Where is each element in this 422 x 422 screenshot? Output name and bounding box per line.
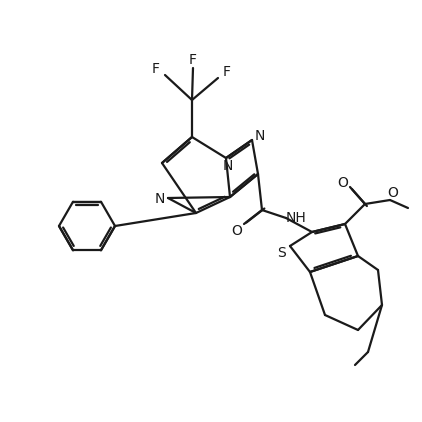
Text: N: N	[223, 159, 233, 173]
Text: O: O	[338, 176, 349, 190]
Text: F: F	[152, 62, 160, 76]
Text: S: S	[278, 246, 287, 260]
Text: O: O	[232, 224, 242, 238]
Text: F: F	[223, 65, 231, 79]
Text: O: O	[387, 186, 398, 200]
Text: N: N	[255, 129, 265, 143]
Text: NH: NH	[286, 211, 306, 225]
Text: N: N	[155, 192, 165, 206]
Text: F: F	[189, 53, 197, 67]
